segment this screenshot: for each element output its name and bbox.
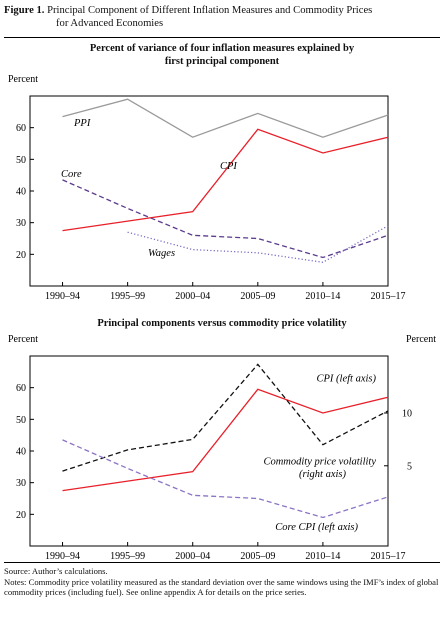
series-line-commodity-volatility — [62, 363, 389, 472]
notes-rule — [4, 562, 440, 563]
series-line-wages — [127, 225, 389, 263]
chart1-title-line2: first principal component — [164, 55, 280, 67]
legend-label-commodity-line2: (right axis) — [299, 469, 346, 480]
legend-label-cpi: CPI — [220, 161, 237, 172]
series-line-core — [62, 179, 389, 259]
x-tick-label: 2015–17 — [371, 551, 406, 562]
legend-label-cpi: CPI (left axis) — [317, 373, 377, 384]
series-line-core-cpi — [62, 439, 389, 519]
y-tick-label-left: 30 — [16, 478, 26, 489]
x-tick-label: 2005–09 — [240, 291, 275, 302]
figure-title-line1: Principal Component of Different Inflati… — [47, 5, 373, 16]
y-axis-label-right: Percent — [406, 334, 436, 345]
chart2-svg: Percent Percent 1990–94 1995–99 2000–04 2005–… — [8, 334, 436, 562]
y-tick-label: 40 — [16, 187, 26, 198]
legend-label-core: Core — [61, 169, 82, 180]
y-tick-label-left: 40 — [16, 447, 26, 458]
x-tick-label: 2010–14 — [305, 291, 340, 302]
y-tick-label: 50 — [16, 155, 26, 166]
y-tick-label-left: 50 — [16, 415, 26, 426]
series-line-ppi — [62, 98, 389, 138]
y-axis-label-left: Percent — [8, 334, 38, 345]
x-tick-label: 2000–04 — [175, 551, 210, 562]
x-tick-label: 2000–04 — [175, 291, 210, 302]
legend-label-wages: Wages — [148, 248, 175, 259]
y-tick-label: 20 — [16, 250, 26, 261]
x-tick-label: 2015–17 — [371, 291, 406, 302]
chart2-title: Principal components versus commodity pr… — [97, 318, 347, 329]
x-tick-label: 1990–94 — [45, 551, 80, 562]
legend-label-core-cpi: Core CPI (left axis) — [275, 522, 358, 533]
chart1-svg: Percent 1990–94 1995–99 2000–04 2005–09 2010–… — [8, 74, 406, 302]
y-tick-label: 60 — [16, 123, 26, 134]
x-tick-label: 2010–14 — [305, 551, 340, 562]
series-line-cpi — [62, 128, 389, 232]
title-rule — [4, 37, 440, 38]
legend-label-commodity-line1: Commodity price volatility — [263, 456, 376, 467]
y-tick-label-right: 5 — [407, 461, 412, 472]
chart1-title-line1: Percent of variance of four inflation me… — [89, 43, 355, 54]
y-tick-label-left: 60 — [16, 383, 26, 394]
x-tick-label: 1995–99 — [110, 291, 145, 302]
series-line-cpi — [62, 388, 389, 492]
notes-block: Source: Author’s calculations. Notes: Co… — [4, 566, 440, 598]
figure-title-line2: for Advanced Economies — [56, 18, 164, 29]
notes-text: Notes: Commodity price volatility measur… — [4, 576, 439, 598]
chart1-title: Percent of variance of four inflation me… — [4, 43, 440, 68]
y-tick-label-right: 10 — [402, 409, 412, 420]
x-tick-label: 1995–99 — [110, 551, 145, 562]
figure-label: Figure 1. — [4, 5, 45, 16]
x-tick-label: 2005–09 — [240, 551, 275, 562]
legend-label-ppi: PPI — [73, 118, 91, 129]
source-note: Source: Author’s calculations. — [4, 566, 108, 576]
x-tick-label: 1990–94 — [45, 291, 80, 302]
y-tick-label-left: 20 — [16, 510, 26, 521]
y-axis-label: Percent — [8, 74, 38, 85]
figure-title: Figure 1. Principal Component of Differe… — [4, 4, 440, 30]
y-tick-label: 30 — [16, 218, 26, 229]
